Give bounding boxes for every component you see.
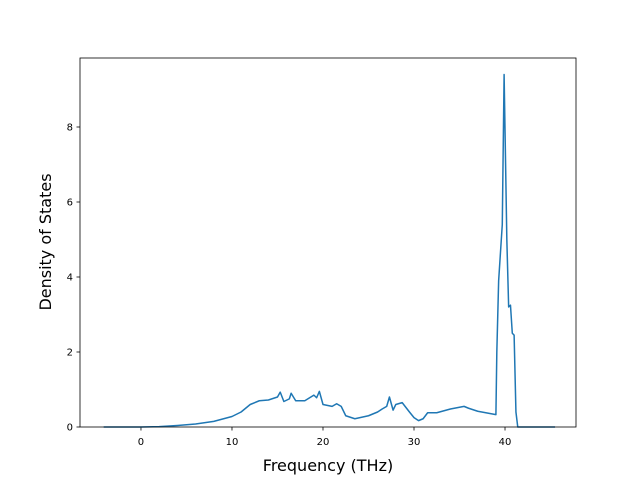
x-tick-label: 20: [317, 437, 330, 448]
y-tick-label: 8: [67, 123, 73, 134]
y-tick-label: 2: [67, 348, 73, 359]
y-tick-label: 6: [67, 198, 73, 209]
line-series: [103, 73, 556, 428]
plot-frame: [79, 57, 577, 428]
y-axis-label: Density of States: [36, 173, 55, 310]
x-tick-label: 40: [499, 437, 512, 448]
y-tick-label: 4: [67, 273, 73, 284]
x-tick-label: 10: [226, 437, 239, 448]
x-tick-label: 0: [138, 437, 144, 448]
y-tick-label: 0: [67, 423, 73, 434]
x-tick-label: 30: [408, 437, 421, 448]
x-axis-label: Frequency (THz): [263, 456, 393, 475]
